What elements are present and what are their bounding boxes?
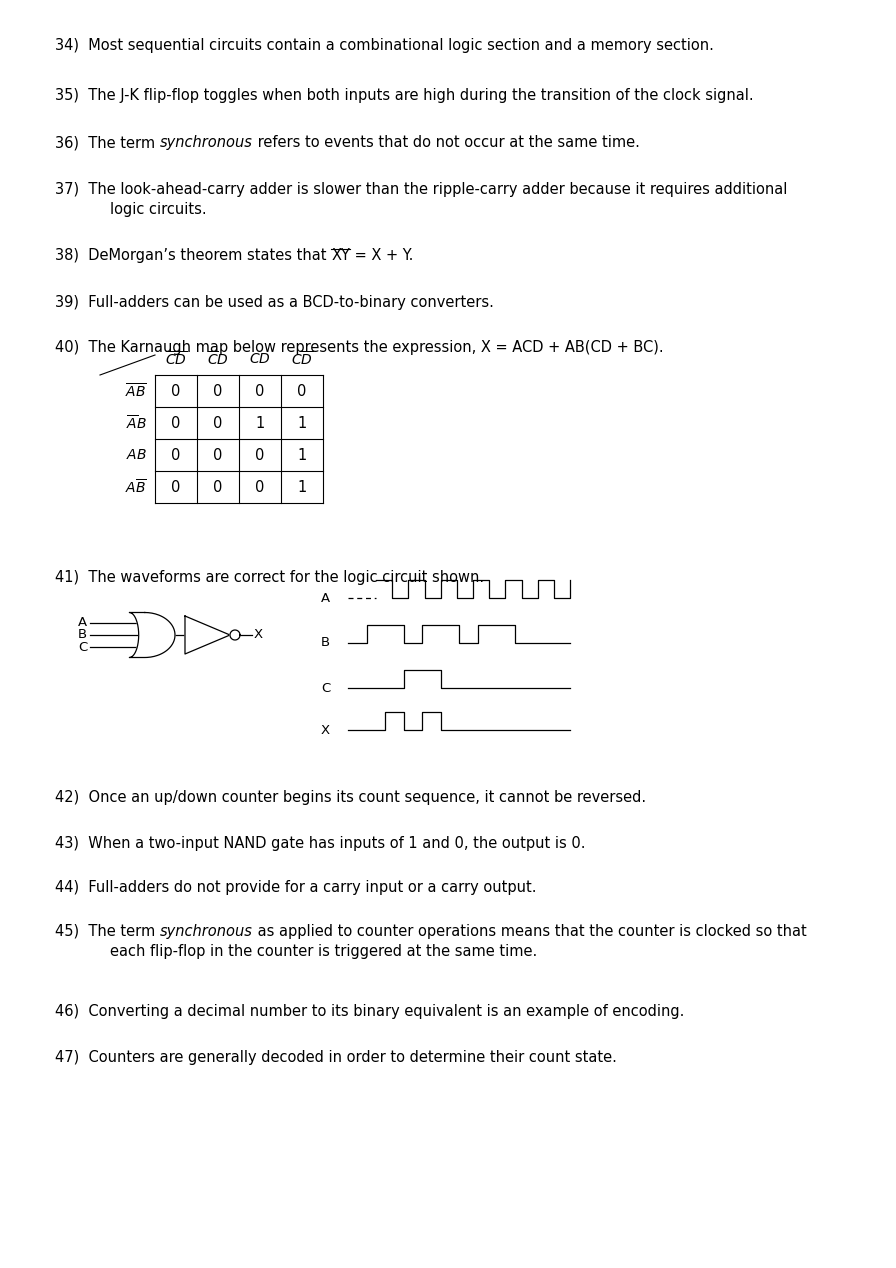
Text: XY: XY (332, 249, 350, 262)
Text: synchronous: synchronous (159, 924, 253, 940)
Text: $\overline{A}\overline{B}$: $\overline{A}\overline{B}$ (125, 382, 147, 401)
Text: $CD$: $CD$ (249, 353, 271, 366)
Text: C: C (321, 681, 330, 695)
Text: 42)  Once an up/down counter begins its count sequence, it cannot be reversed.: 42) Once an up/down counter begins its c… (55, 790, 646, 805)
Text: refers to events that do not occur at the same time.: refers to events that do not occur at th… (253, 134, 640, 150)
Text: X: X (321, 724, 330, 737)
Text: 1: 1 (297, 448, 306, 463)
Text: 39)  Full-adders can be used as a BCD-to-binary converters.: 39) Full-adders can be used as a BCD-to-… (55, 295, 494, 309)
Text: 0: 0 (213, 383, 223, 398)
Text: 46)  Converting a decimal number to its binary equivalent is an example of encod: 46) Converting a decimal number to its b… (55, 1004, 685, 1019)
Text: $\overline{C}\overline{D}$: $\overline{C}\overline{D}$ (165, 350, 187, 368)
Text: each flip-flop in the counter is triggered at the same time.: each flip-flop in the counter is trigger… (110, 943, 538, 959)
Text: 0: 0 (171, 383, 181, 398)
Text: 0: 0 (297, 383, 306, 398)
Text: $\overline{C}D$: $\overline{C}D$ (207, 350, 228, 368)
Polygon shape (230, 630, 240, 640)
Text: A: A (78, 616, 87, 629)
Text: 0: 0 (171, 479, 181, 495)
Text: as applied to counter operations means that the counter is clocked so that: as applied to counter operations means t… (253, 924, 806, 940)
Text: = X + Y.: = X + Y. (350, 249, 413, 262)
Text: synchronous: synchronous (159, 134, 253, 150)
Text: 0: 0 (213, 416, 223, 431)
Text: 0: 0 (171, 416, 181, 431)
Text: 37)  The look-ahead-carry adder is slower than the ripple-carry adder because it: 37) The look-ahead-carry adder is slower… (55, 183, 788, 197)
Text: 1: 1 (297, 479, 306, 495)
Text: $C\overline{D}$: $C\overline{D}$ (291, 350, 314, 368)
Text: C: C (78, 640, 87, 653)
Text: $A\overline{B}$: $A\overline{B}$ (125, 478, 147, 496)
Polygon shape (129, 612, 175, 658)
Text: 34)  Most sequential circuits contain a combinational logic section and a memory: 34) Most sequential circuits contain a c… (55, 38, 714, 53)
Text: X: X (254, 629, 263, 642)
Text: $AB$: $AB$ (126, 448, 147, 462)
Text: 43)  When a two-input NAND gate has inputs of 1 and 0, the output is 0.: 43) When a two-input NAND gate has input… (55, 836, 585, 851)
Polygon shape (185, 616, 230, 654)
Text: 0: 0 (255, 479, 264, 495)
Text: 0: 0 (213, 448, 223, 463)
Text: 44)  Full-adders do not provide for a carry input or a carry output.: 44) Full-adders do not provide for a car… (55, 880, 537, 895)
Text: B: B (321, 637, 330, 649)
Text: 1: 1 (297, 416, 306, 431)
Text: 35)  The J-K flip-flop toggles when both inputs are high during the transition o: 35) The J-K flip-flop toggles when both … (55, 87, 754, 103)
Text: B: B (78, 629, 87, 642)
Text: 1: 1 (255, 416, 264, 431)
Text: 40)  The Karnaugh map below represents the expression, X = ACD + AB(CD + BC).: 40) The Karnaugh map below represents th… (55, 340, 664, 355)
Text: 0: 0 (171, 448, 181, 463)
Text: 45)  The term: 45) The term (55, 924, 159, 940)
Text: $\overline{A}B$: $\overline{A}B$ (126, 413, 147, 432)
Text: A: A (321, 591, 330, 605)
Text: 0: 0 (255, 448, 264, 463)
Text: logic circuits.: logic circuits. (110, 202, 207, 217)
Text: 0: 0 (255, 383, 264, 398)
Text: 38)  DeMorgan’s theorem states that: 38) DeMorgan’s theorem states that (55, 249, 332, 262)
Text: 36)  The term: 36) The term (55, 134, 159, 150)
Text: 0: 0 (213, 479, 223, 495)
Text: 47)  Counters are generally decoded in order to determine their count state.: 47) Counters are generally decoded in or… (55, 1050, 616, 1065)
Text: 41)  The waveforms are correct for the logic circuit shown.: 41) The waveforms are correct for the lo… (55, 571, 484, 585)
